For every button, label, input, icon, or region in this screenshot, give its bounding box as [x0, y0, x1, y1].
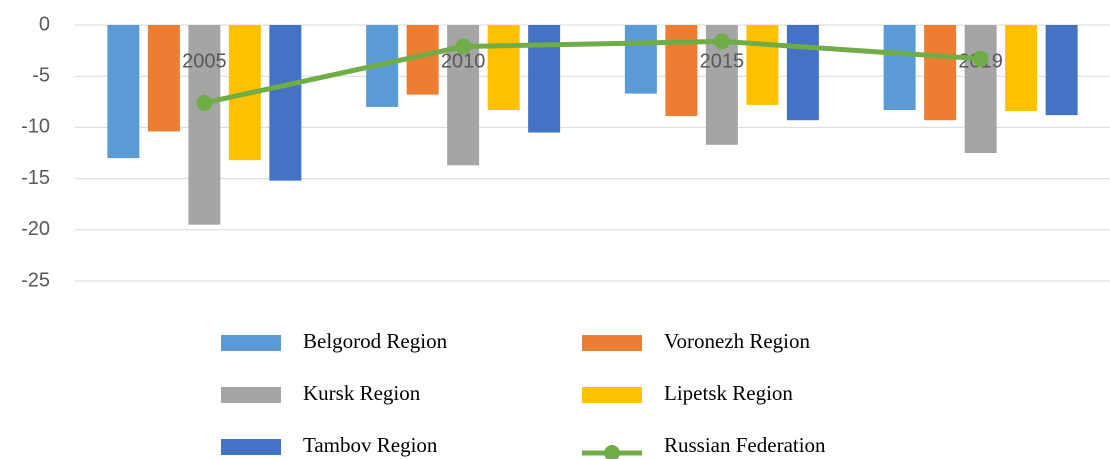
bar	[107, 25, 140, 159]
y-tick-label: -25	[21, 269, 50, 291]
x-tick-label: 2005	[182, 50, 227, 72]
legend-label: Lipetsk Region	[664, 381, 793, 405]
y-tick-label: -10	[21, 116, 50, 138]
bar	[883, 25, 916, 110]
bar	[147, 25, 180, 132]
legend-swatch	[582, 335, 642, 351]
line	[203, 38, 981, 106]
legend-swatch	[582, 387, 642, 403]
legend-swatch	[221, 335, 281, 351]
y-tick-label: -15	[21, 167, 50, 189]
bar	[924, 25, 957, 121]
bar	[1045, 25, 1078, 116]
bar	[269, 25, 302, 181]
legend-label: Russian Federation	[664, 433, 826, 457]
legend-marker	[604, 445, 620, 459]
legend-label: Belgorod Region	[303, 329, 448, 353]
bar	[528, 25, 561, 133]
y-tick-label: -20	[21, 218, 50, 240]
x-tick-label: 2015	[700, 50, 745, 72]
legend-label: Kursk Region	[303, 381, 421, 405]
line-marker	[455, 38, 472, 55]
y-tick-label: 0	[39, 13, 50, 35]
bar	[624, 25, 657, 94]
line-marker	[196, 94, 213, 111]
y-tick-label: -5	[32, 64, 50, 86]
bar	[746, 25, 779, 105]
bar	[188, 25, 221, 225]
legend-swatch	[221, 387, 281, 403]
legend-label: Voronezh Region	[664, 329, 811, 353]
legend-label: Tambov Region	[303, 433, 438, 457]
line-marker	[972, 50, 989, 67]
bar	[487, 25, 520, 110]
line-marker	[713, 33, 730, 50]
bar	[964, 25, 997, 153]
bar	[786, 25, 819, 121]
bar	[1005, 25, 1038, 112]
legend-swatch	[221, 439, 281, 455]
x-tick-label: 2010	[441, 50, 486, 72]
bar	[665, 25, 698, 117]
